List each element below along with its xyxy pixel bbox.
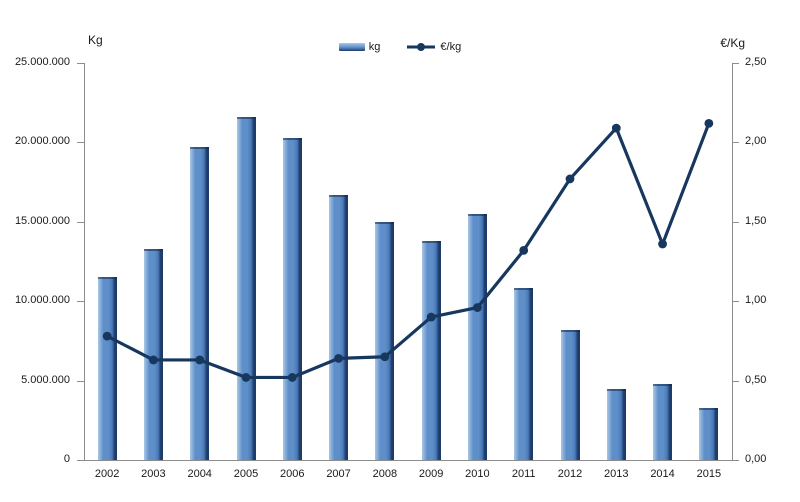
bar-2003 [143,248,163,460]
right-axis-tick [732,63,739,64]
bar-2008 [375,221,395,460]
x-axis-label-2005: 2005 [233,468,259,480]
left-axis-tick-label: 20.000.000 [14,135,70,148]
x-axis-label-2012: 2012 [557,468,583,480]
x-axis-label-2002: 2002 [94,468,120,480]
bar-2002 [97,277,117,460]
bar-2014 [653,383,673,460]
right-axis-tick-label: 1,00 [745,294,767,307]
x-axis-label-2008: 2008 [372,468,398,480]
right-axis-tick-label: 0,50 [745,373,767,386]
right-axis-tick [732,380,739,382]
x-axis-label-2009: 2009 [418,468,444,480]
legend-label-kg: kg [368,41,381,53]
legend: kg €/kg [0,41,800,53]
price-point-2012 [565,174,575,184]
left-axis-tick [77,301,85,303]
price-point-2013 [611,123,621,133]
legend-item-kg: kg [338,41,381,53]
bar-2005 [236,116,256,460]
right-axis-tick-label: 2,50 [745,56,767,68]
x-axis-label-2015: 2015 [696,468,722,480]
right-axis-tick-label: 1,50 [745,214,767,227]
x-axis-label-2006: 2006 [280,468,305,480]
bar-2006 [282,137,302,460]
x-axis-line [84,460,733,461]
bar-series-swatch-icon [338,43,365,51]
bar-2010 [467,213,487,460]
left-axis-tick-label: 0 [63,453,70,465]
x-axis-label-2003: 2003 [141,468,166,480]
bar-2007 [329,194,349,460]
price-point-2014 [658,239,667,249]
right-axis-line [732,63,733,460]
bar-2012 [560,329,580,460]
x-axis-label-2014: 2014 [650,468,675,480]
left-axis-tick [77,142,85,144]
bar-2011 [514,288,534,460]
left-axis-tick [77,380,85,382]
left-axis-tick [77,460,85,461]
x-axis-label-2004: 2004 [187,468,212,480]
left-axis-tick-label: 10.000.000 [14,294,70,307]
legend-item-eur-per-kg: €/kg [406,41,461,53]
left-axis-tick [77,63,85,64]
legend-label-eur-per-kg: €/kg [440,41,462,53]
x-axis-label-2007: 2007 [326,468,351,480]
bar-2013 [606,388,626,460]
left-axis-line [84,63,85,460]
x-axis-label-2013: 2013 [604,468,629,480]
x-axis-label-2011: 2011 [511,468,536,480]
right-axis-title: €/Kg [720,36,745,50]
left-axis-tick-label: 25.000.000 [14,56,70,68]
right-axis-tick [732,221,739,223]
bar-2015 [699,407,719,460]
bar-2009 [421,240,441,460]
right-axis-tick-label: 2,00 [745,135,767,148]
x-axis-label-2010: 2010 [465,468,490,480]
right-axis-tick-label: 0,00 [745,453,767,465]
right-axis-tick [732,460,739,461]
right-axis-tick [732,301,739,303]
left-axis-title: Kg [88,33,103,47]
left-axis-tick-label: 5.000.000 [21,373,70,386]
price-point-2015 [704,118,714,128]
right-axis-tick [732,142,739,144]
left-axis-tick [77,221,85,223]
price-point-2011 [519,245,529,255]
left-axis-tick-label: 15.000.000 [14,214,70,227]
line-series-swatch-icon [407,43,436,51]
bar-2004 [190,147,210,460]
